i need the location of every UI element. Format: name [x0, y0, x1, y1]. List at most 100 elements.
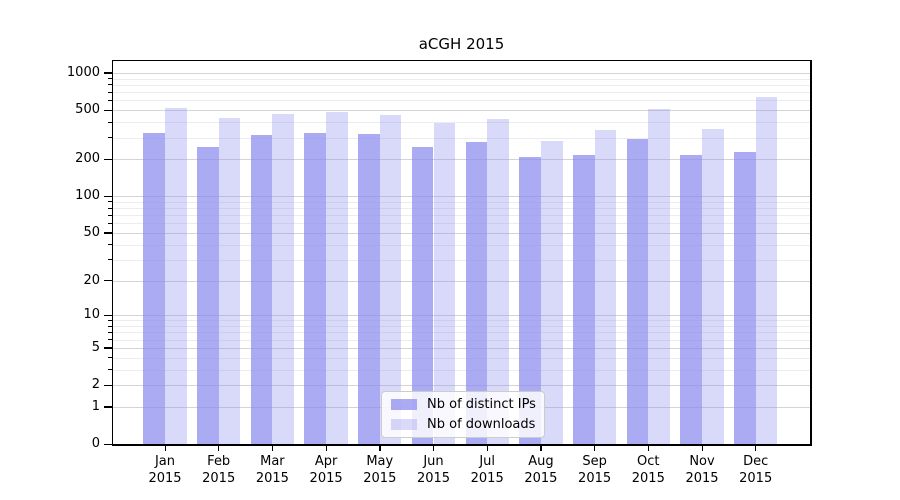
y-tick-mark — [104, 232, 112, 234]
gridline-minor — [113, 339, 810, 341]
y-minor-tick-mark — [108, 207, 112, 209]
bar-downloads — [540, 141, 563, 444]
x-tick-label: Feb 2015 — [202, 454, 236, 486]
x-tick-mark — [218, 445, 220, 451]
x-tick-label: Mar 2015 — [255, 454, 289, 486]
bar-distinct-ips — [197, 147, 219, 444]
gridline-minor — [113, 215, 810, 217]
legend-entry-distinct-ips: Nb of distinct IPs — [391, 397, 536, 412]
gridline-minor — [113, 357, 810, 359]
spine-bottom — [111, 444, 812, 446]
y-minor-tick-mark — [108, 319, 112, 321]
gridline-minor — [113, 259, 810, 261]
y-tick-label: 5 — [91, 339, 100, 355]
bar-distinct-ips — [143, 133, 165, 444]
bar-distinct-ips — [411, 146, 434, 444]
y-minor-tick-mark — [108, 78, 112, 80]
bar-distinct-ips — [465, 142, 488, 444]
bar-downloads — [433, 122, 456, 444]
y-minor-tick-mark — [108, 369, 112, 371]
y-tick-mark — [104, 109, 112, 111]
bar-downloads — [755, 96, 778, 444]
gridline-minor — [113, 223, 810, 225]
legend-label-downloads: Nb of downloads — [427, 417, 536, 432]
bar-downloads — [648, 108, 670, 444]
x-tick-mark — [594, 445, 596, 451]
bar-downloads — [379, 114, 402, 444]
gridline-minor — [113, 137, 810, 139]
y-tick-label: 1000 — [66, 64, 100, 80]
legend: Nb of distinct IPs Nb of downloads — [381, 391, 545, 438]
x-tick-label: Apr 2015 — [309, 454, 343, 486]
y-minor-tick-mark — [108, 84, 112, 86]
spine-right — [810, 61, 812, 446]
y-tick-mark — [104, 314, 112, 317]
bar-distinct-ips — [358, 134, 380, 444]
legend-swatch-distinct-ips — [391, 399, 417, 410]
gridline-minor — [113, 78, 810, 80]
x-tick-label: Nov 2015 — [685, 454, 719, 486]
gridline-major — [113, 315, 810, 317]
gridline-major — [113, 159, 810, 161]
bar-downloads — [487, 118, 509, 444]
bar-downloads — [326, 111, 348, 444]
gridline-major — [113, 196, 810, 198]
y-minor-tick-mark — [108, 121, 112, 123]
y-tick-label: 0 — [91, 436, 100, 451]
chart-title: aCGH 2015 — [418, 35, 505, 53]
y-minor-tick-mark — [108, 201, 112, 203]
x-tick-label: Oct 2015 — [631, 454, 665, 486]
x-tick-mark — [701, 445, 703, 451]
gridline-minor — [113, 92, 810, 94]
legend-label-distinct-ips: Nb of distinct IPs — [427, 397, 536, 412]
y-tick-label: 100 — [75, 188, 100, 204]
gridline-minor — [113, 332, 810, 334]
y-tick-label: 2 — [91, 377, 100, 392]
y-tick-mark — [104, 443, 112, 445]
y-minor-tick-mark — [108, 325, 112, 327]
y-tick-label: 50 — [83, 224, 100, 240]
x-tick-label: Sep 2015 — [578, 454, 612, 486]
plot-area: Nb of distinct IPs Nb of downloads — [113, 61, 810, 444]
gridline-major — [113, 385, 810, 386]
spine-top — [111, 59, 812, 61]
x-tick-mark — [647, 445, 650, 451]
y-tick-mark — [104, 384, 112, 386]
legend-entry-downloads: Nb of downloads — [391, 417, 535, 432]
gridline-minor — [113, 320, 810, 322]
gridline-major — [113, 280, 810, 282]
x-tick-mark — [486, 445, 488, 451]
x-tick-mark — [164, 445, 166, 451]
y-minor-tick-mark — [108, 222, 112, 224]
y-minor-tick-mark — [108, 137, 112, 139]
gridline-minor — [113, 201, 810, 203]
y-tick-label: 200 — [75, 151, 100, 167]
x-tick-mark — [433, 445, 435, 451]
y-minor-tick-mark — [108, 357, 112, 359]
y-tick-mark — [104, 280, 112, 282]
y-minor-tick-mark — [108, 339, 112, 340]
gridline-major — [113, 232, 810, 234]
x-tick-mark — [540, 445, 542, 451]
y-tick-mark — [104, 158, 112, 160]
legend-swatch-downloads — [391, 419, 417, 430]
gridline-minor — [113, 208, 810, 210]
gridline-minor — [113, 100, 810, 102]
x-tick-label: May 2015 — [363, 454, 397, 486]
bar-downloads — [272, 113, 295, 444]
gridline-major — [113, 72, 810, 74]
spine-left — [111, 61, 113, 446]
bar-distinct-ips — [572, 154, 595, 444]
x-tick-mark — [379, 445, 381, 451]
x-tick-label: Jan 2015 — [148, 454, 182, 486]
x-tick-mark — [271, 445, 274, 451]
y-tick-label: 500 — [75, 102, 100, 118]
bar-distinct-ips — [626, 138, 649, 444]
y-minor-tick-mark — [108, 91, 112, 93]
gridline-minor — [113, 244, 810, 246]
bar-distinct-ips — [734, 152, 756, 444]
x-tick-mark — [755, 445, 757, 451]
x-tick-label: Jul 2015 — [470, 454, 504, 486]
gridline-minor — [113, 326, 810, 327]
